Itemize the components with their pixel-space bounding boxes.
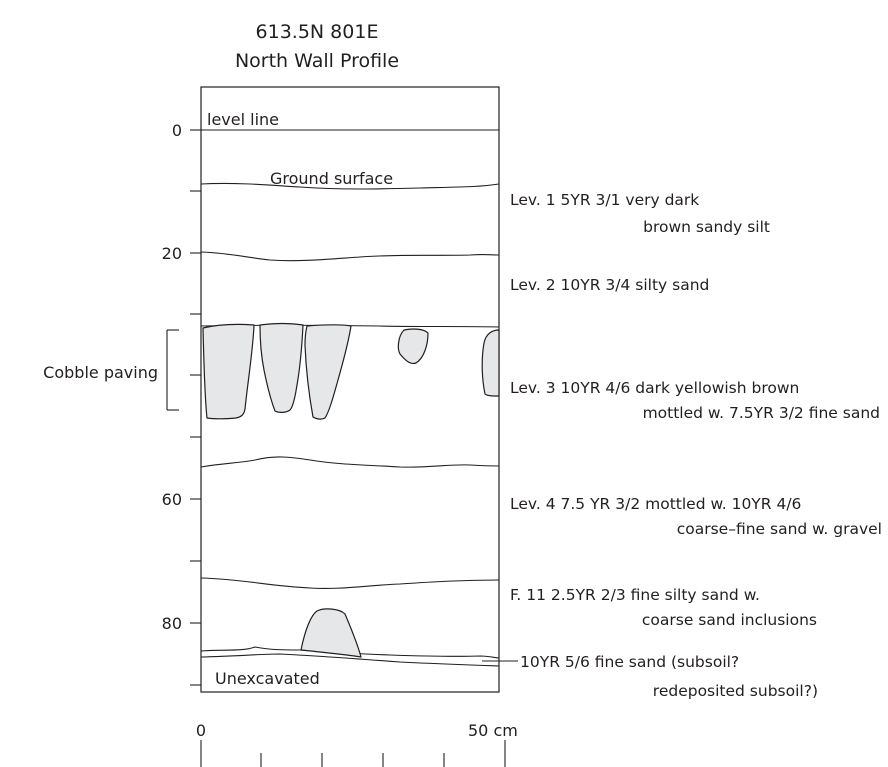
cobble-paving-bracket: Cobble paving bbox=[43, 329, 179, 411]
level-4-feature-11-boundary bbox=[200, 577, 500, 589]
layer-3-line-1: Lev. 3 10YR 4/6 dark yellowish brown bbox=[510, 379, 799, 397]
cobble-stone bbox=[304, 324, 352, 420]
level-3-4-boundary bbox=[200, 456, 500, 468]
cobble-paving-label: Cobble paving bbox=[43, 363, 158, 382]
ground-surface-label: Ground surface bbox=[270, 169, 393, 188]
depth-label-20: 20 bbox=[162, 244, 182, 263]
title-line-1: 613.5N 801E bbox=[256, 21, 379, 43]
cobble-stone bbox=[481, 329, 500, 397]
cobble-stone bbox=[202, 323, 255, 420]
layer-descriptions: Lev. 1 5YR 3/1 very dark brown sandy sil… bbox=[482, 191, 882, 700]
subsoil-line-1: 10YR 5/6 fine sand (subsoil? bbox=[520, 653, 739, 671]
feature-11-line-1: F. 11 2.5YR 2/3 fine silty sand w. bbox=[510, 586, 760, 604]
scale-label-end: 50 cm bbox=[468, 721, 518, 740]
level-line-label: level line bbox=[207, 110, 279, 129]
layer-1-line-1: Lev. 1 5YR 3/1 very dark bbox=[510, 191, 699, 209]
depth-label-80: 80 bbox=[162, 614, 182, 633]
layer-4-line-2: coarse–fine sand w. gravel bbox=[677, 520, 882, 538]
layer-3-line-2: mottled w. 7.5YR 3/2 fine sand bbox=[643, 404, 880, 422]
layer-4-line-1: Lev. 4 7.5 YR 3/2 mottled w. 10YR 4/6 bbox=[510, 495, 801, 513]
depth-label-0: 0 bbox=[172, 121, 182, 140]
cobble-paving-stones bbox=[202, 322, 500, 658]
scale-bar: 0 50 cm bbox=[196, 721, 518, 767]
title-line-2: North Wall Profile bbox=[235, 50, 399, 72]
unexcavated-label: Unexcavated bbox=[215, 669, 320, 688]
layer-2-line-1: Lev. 2 10YR 3/4 silty sand bbox=[510, 276, 709, 294]
level-1-2-boundary bbox=[200, 251, 500, 262]
cobble-stone bbox=[259, 322, 304, 413]
layer-1-line-2: brown sandy silt bbox=[643, 218, 770, 236]
scale-label-start: 0 bbox=[196, 721, 206, 740]
depth-axis: 0 20 60 80 bbox=[162, 121, 201, 686]
feature-11-stone bbox=[300, 608, 362, 658]
depth-label-60: 60 bbox=[162, 490, 182, 509]
subsoil-lower-boundary bbox=[200, 653, 500, 667]
ground-surface-line bbox=[200, 182, 500, 190]
subsoil-line-2: redeposited subsoil?) bbox=[653, 682, 818, 700]
feature-11-line-2: coarse sand inclusions bbox=[642, 611, 817, 629]
cobble-stone bbox=[397, 328, 429, 365]
